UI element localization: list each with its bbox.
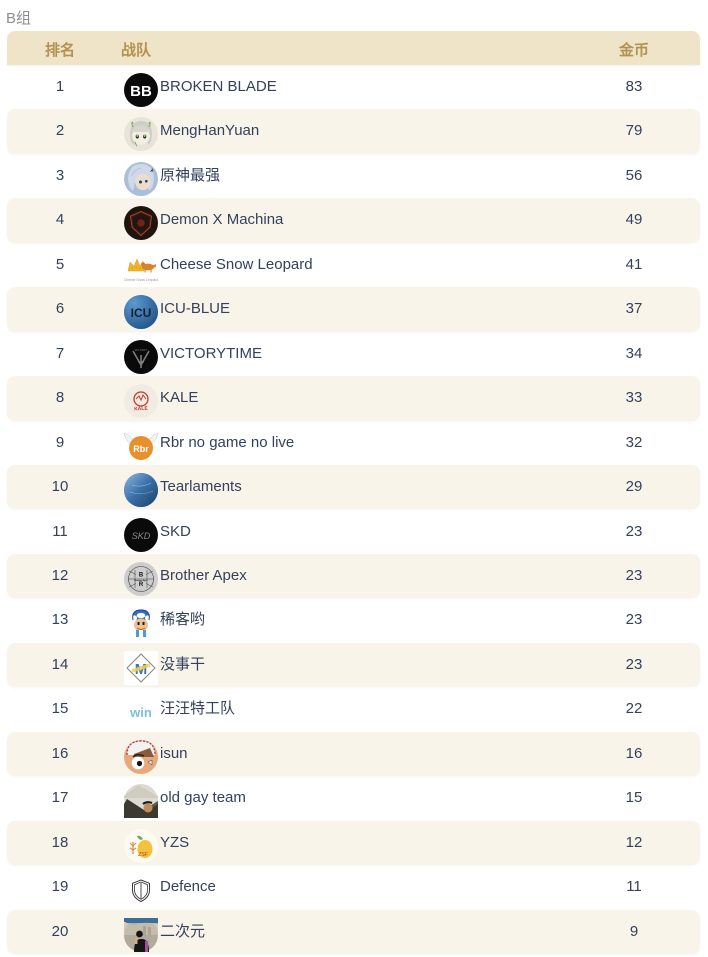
svg-text:B: B: [139, 572, 144, 578]
svg-text:Rbr: Rbr: [133, 444, 149, 454]
svg-text:Cheese Snow Leopard: Cheese Snow Leopard: [124, 278, 158, 282]
svg-text:SKD: SKD: [132, 531, 151, 541]
svg-text:BB: BB: [130, 83, 152, 100]
svg-text:TEAM: TEAM: [138, 361, 144, 364]
svg-text:ZSF: ZSF: [137, 852, 148, 858]
svg-text:R: R: [139, 582, 144, 588]
svg-text:KALE: KALE: [134, 406, 149, 413]
svg-text:ICU: ICU: [131, 306, 152, 320]
svg-text:VICTORY: VICTORY: [135, 348, 148, 352]
svg-text:Brother Apex: Brother Apex: [134, 579, 148, 582]
svg-text:· | ·: · | ·: [140, 590, 143, 592]
